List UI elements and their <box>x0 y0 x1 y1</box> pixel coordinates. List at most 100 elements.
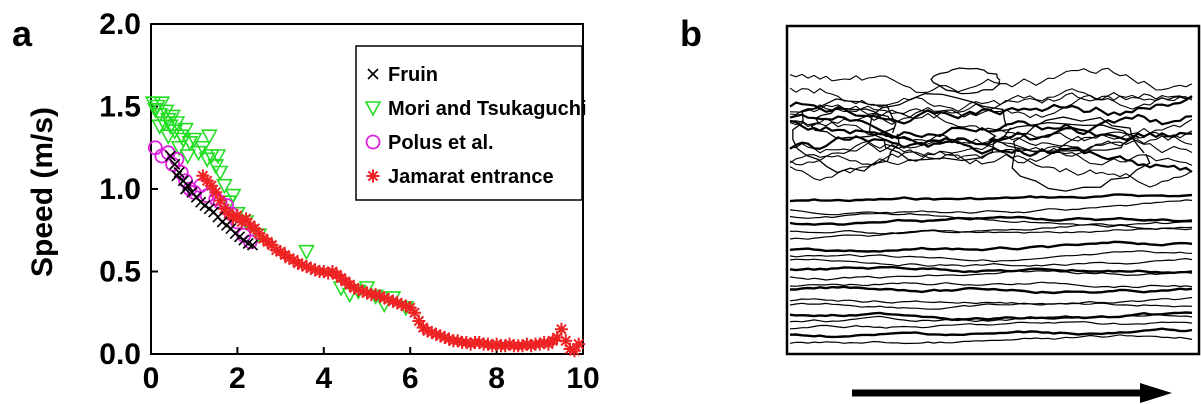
data-point <box>217 202 231 216</box>
data-point <box>211 165 229 182</box>
y-tick-label: 1.5 <box>99 91 141 124</box>
data-point <box>520 337 534 351</box>
trajectory-line <box>789 265 1193 275</box>
x-tick-label: 8 <box>488 362 505 395</box>
trajectory-line <box>789 92 1193 126</box>
trajectory-loop <box>792 98 900 174</box>
data-point <box>554 322 568 336</box>
data-point <box>563 342 577 356</box>
legend-entry: Fruin <box>388 64 438 86</box>
trajectory-line <box>789 215 1193 226</box>
trajectory-line <box>789 67 1193 94</box>
data-point <box>300 260 314 274</box>
series-fruin <box>164 150 259 251</box>
trajectory-line <box>789 257 1193 267</box>
data-point <box>164 150 177 162</box>
data-point <box>399 299 413 313</box>
data-point <box>567 344 581 358</box>
data-point <box>282 251 296 265</box>
legend-marker <box>364 101 382 117</box>
data-point <box>490 337 504 351</box>
data-point <box>295 258 309 272</box>
trajectory-line <box>789 199 1193 216</box>
data-point <box>408 306 422 320</box>
trajectory-line <box>789 240 1193 253</box>
data-point <box>377 291 391 305</box>
data-point <box>382 293 396 307</box>
y-tick-label: 1.0 <box>99 173 141 206</box>
trajectory-line <box>789 250 1193 263</box>
legend-marker <box>367 68 379 80</box>
trajectory-line <box>789 321 1193 330</box>
data-point <box>472 335 486 349</box>
data-point <box>429 327 443 341</box>
panel-label-b: b <box>680 13 702 54</box>
trajectory-line <box>789 193 1193 203</box>
trajectory-line <box>790 285 1193 295</box>
data-point <box>298 244 315 261</box>
data-point <box>196 169 210 183</box>
trajectory-loop <box>810 108 897 140</box>
data-point <box>185 132 203 149</box>
data-point <box>403 301 417 315</box>
data-point <box>151 107 168 124</box>
trajectory-line <box>789 151 1193 188</box>
data-point <box>498 339 512 353</box>
x-tick-label: 6 <box>402 362 419 395</box>
data-point <box>171 170 183 182</box>
data-point <box>169 158 181 170</box>
trajectory-line <box>789 227 1193 240</box>
data-point <box>222 207 236 221</box>
legend-entry: Mori and Tsukaguchi <box>388 98 587 120</box>
data-point <box>224 188 242 205</box>
trajectory-loop <box>986 121 1140 152</box>
data-point <box>412 314 426 328</box>
x-axis-ticks: 0 2 4 6 8 10 <box>143 347 600 395</box>
data-point <box>173 166 185 179</box>
data-point <box>200 129 218 145</box>
x-tick-label: 0 <box>143 362 160 395</box>
data-point <box>157 104 175 121</box>
data-point <box>230 208 244 222</box>
direction-arrow <box>852 383 1172 403</box>
trajectory-line <box>789 296 1193 305</box>
trajectory-line <box>789 87 1193 112</box>
data-point <box>239 212 253 226</box>
data-point <box>213 194 227 208</box>
data-point <box>550 331 564 344</box>
speed-scatter-chart: 0.0 0.5 1.0 1.5 2.0 0 2 4 6 8 10 Speed (m/s) Frui… <box>26 8 600 395</box>
trajectory-line <box>789 334 1193 345</box>
data-point <box>438 331 452 344</box>
data-point <box>177 122 194 139</box>
trajectory-line <box>789 302 1193 310</box>
data-point <box>252 227 266 241</box>
data-point <box>347 281 361 295</box>
y-tick-label: 2.0 <box>99 8 141 41</box>
data-point <box>269 243 283 257</box>
data-point <box>291 256 305 270</box>
data-point <box>516 339 530 353</box>
legend-box <box>355 45 583 201</box>
data-point <box>420 324 434 338</box>
data-point <box>179 149 197 165</box>
trajectory-panel <box>785 24 1201 403</box>
x-tick-label: 2 <box>229 362 246 395</box>
data-point <box>395 298 409 311</box>
data-point <box>209 185 223 199</box>
data-point <box>386 294 400 308</box>
trajectory-line <box>789 91 1193 119</box>
data-point <box>433 329 447 343</box>
x-tick-label: 10 <box>566 362 599 395</box>
data-point <box>209 149 227 165</box>
data-point <box>179 183 192 195</box>
data-point <box>369 288 383 302</box>
data-point <box>246 239 259 251</box>
legend-entry: Jamarat entrance <box>388 166 554 188</box>
legend-marker <box>366 169 380 183</box>
data-point <box>151 119 168 135</box>
data-point <box>351 283 365 297</box>
trajectory-line <box>789 270 1193 281</box>
data-point <box>153 96 171 112</box>
data-point <box>170 140 188 157</box>
